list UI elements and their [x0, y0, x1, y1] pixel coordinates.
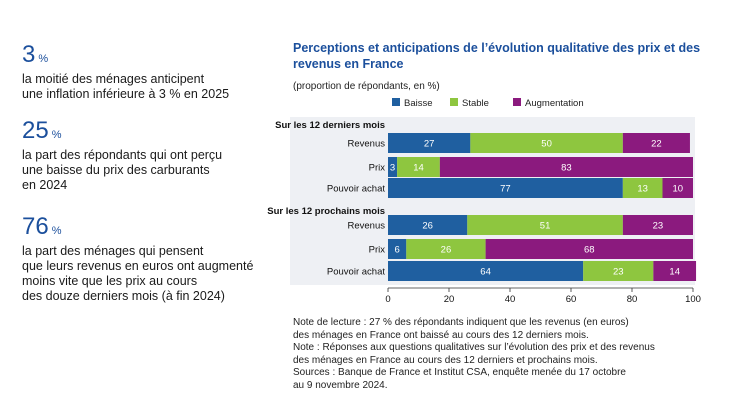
bar-segment-augmentation — [622, 133, 690, 153]
category-label: Pouvoir achat — [327, 184, 385, 195]
data-label: 64 — [480, 267, 491, 278]
data-label: 26 — [441, 245, 452, 256]
x-tick-label: 20 — [444, 294, 455, 305]
legend-label-augmentation: Augmentation — [525, 98, 584, 109]
note-line: Note de lecture : 27 % des répondants in… — [293, 317, 629, 328]
data-label: 68 — [584, 245, 595, 256]
note-line: au 9 novembre 2024. — [293, 379, 388, 391]
key-figure-value: 76% — [22, 213, 62, 240]
bar-segment-baisse — [388, 261, 584, 281]
chart-notes: Note de lecture : 27 % des répondants in… — [293, 317, 713, 393]
data-label: 3 — [390, 163, 395, 174]
bar-segment-augmentation — [439, 157, 693, 177]
legend-swatch-augmentation — [513, 98, 521, 106]
x-tick-label: 40 — [505, 294, 516, 305]
data-label: 23 — [653, 221, 664, 232]
bar-segment-baisse — [388, 215, 468, 235]
category-label: Prix — [369, 163, 386, 174]
note-line: Sources : Banque de France et Institut C… — [293, 367, 626, 379]
data-label: 27 — [424, 139, 435, 150]
bar-segment-stable — [622, 178, 663, 198]
category-label: Pouvoir achat — [327, 267, 385, 278]
legend-swatch-baisse — [392, 98, 400, 106]
chart-subtitle: (proportion de répondants, en %) — [293, 81, 440, 92]
key-figure-description: la moitié des ménages anticipent une infl… — [22, 72, 230, 101]
bar-segment-baisse — [388, 239, 407, 259]
data-label: 50 — [541, 139, 552, 150]
bar-segment-stable — [397, 157, 440, 177]
bar-segment-augmentation — [662, 178, 693, 198]
legend-label-stable: Stable — [462, 98, 489, 109]
data-label: 13 — [637, 184, 648, 195]
bar-segment-augmentation — [622, 215, 693, 235]
bar-segment-stable — [406, 239, 486, 259]
note-line: Note : Réponses aux questions qualitativ… — [293, 342, 655, 354]
key-figure-3: 76% la part des ménages qui pensent que l… — [22, 214, 282, 304]
key-figure-value: 25% — [22, 117, 62, 144]
x-tick-label: 100 — [685, 294, 701, 305]
key-figure-1: 3% la moitié des ménages anticipent une i… — [22, 42, 282, 102]
group-label: Sur les 12 derniers mois — [275, 120, 385, 131]
note-line: des ménages en France au cours des 12 de… — [293, 354, 598, 366]
bar-segment-stable — [467, 215, 623, 235]
legend-label-baisse: Baisse — [404, 98, 433, 109]
chart-title: Perceptions et anticipations de l’évolut… — [293, 41, 701, 71]
data-label: 14 — [669, 267, 680, 278]
key-figure-value: 3% — [22, 41, 49, 68]
data-label: 77 — [500, 184, 511, 195]
key-figure-2: 25% la part des répondants qui ont perçu… — [22, 118, 282, 193]
key-figure-description: la part des répondants qui ont perçu une … — [22, 148, 223, 192]
data-label: 23 — [613, 267, 624, 278]
bar-segment-stable — [470, 133, 623, 153]
data-label: 10 — [672, 184, 683, 195]
bar-segment-augmentation — [653, 261, 697, 281]
bar-segment-baisse — [388, 157, 398, 177]
category-label: Revenus — [348, 139, 386, 150]
legend-swatch-stable — [450, 98, 458, 106]
data-label: 83 — [561, 163, 572, 174]
key-figure-description: la part des ménages qui pensent que leurs… — [22, 244, 254, 303]
category-label: Prix — [369, 245, 386, 256]
plot-background — [290, 117, 695, 285]
bar-segment-baisse — [388, 178, 623, 198]
data-label: 51 — [540, 221, 551, 232]
data-label: 26 — [422, 221, 433, 232]
x-tick-label: 80 — [627, 294, 638, 305]
note-line: des ménages en France ont baissé au cour… — [293, 329, 589, 341]
category-label: Revenus — [348, 221, 386, 232]
x-tick-label: 0 — [385, 294, 390, 305]
bar-segment-augmentation — [485, 239, 693, 259]
x-tick-label: 60 — [566, 294, 577, 305]
data-label: 6 — [395, 245, 400, 256]
bar-segment-stable — [583, 261, 654, 281]
group-label: Sur les 12 prochains mois — [267, 206, 385, 217]
bar-segment-baisse — [388, 133, 471, 153]
data-label: 22 — [651, 139, 662, 150]
data-label: 14 — [413, 163, 424, 174]
